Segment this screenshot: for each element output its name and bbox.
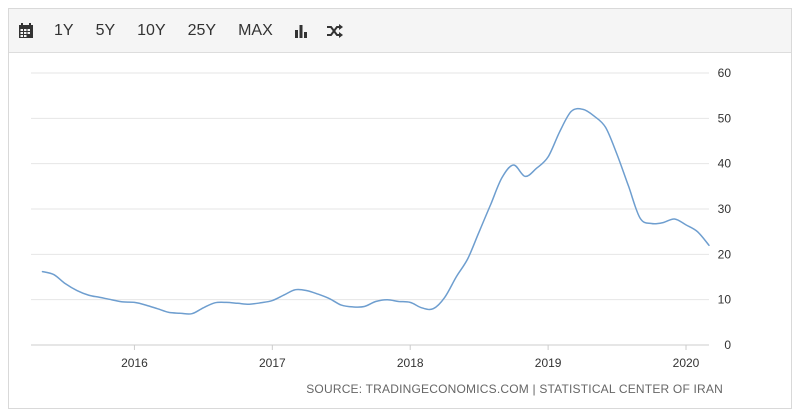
chart-widget: 1Y 5Y 10Y 25Y MAX 0 10 20 30 40 50 60 2016 2017 2…	[8, 8, 792, 409]
calendar-icon-button[interactable]	[9, 9, 43, 52]
y-tick-label: 40	[718, 157, 732, 171]
x-tick-label: 2020	[673, 356, 700, 370]
x-tick-label: 2017	[259, 356, 286, 370]
range-10y-button[interactable]: 10Y	[137, 21, 166, 39]
y-tick-label: 50	[718, 111, 732, 125]
range-25y-button[interactable]: 25Y	[187, 21, 217, 39]
bar-chart-button[interactable]	[284, 9, 318, 52]
x-tick-label: 2018	[397, 356, 424, 370]
shuffle-icon	[326, 23, 343, 38]
range-5y-button[interactable]: 5Y	[95, 21, 116, 39]
y-tick-label: 20	[718, 247, 732, 261]
compare-button[interactable]	[318, 9, 352, 52]
bar-chart-icon	[294, 24, 307, 38]
source-attribution: SOURCE: TRADINGECONOMICS.COM | STATISTIC…	[306, 382, 723, 396]
y-tick-label: 10	[718, 293, 732, 307]
range-1y-button[interactable]: 1Y	[54, 21, 74, 39]
chart-toolbar: 1Y 5Y 10Y 25Y MAX	[9, 9, 791, 53]
series-line	[41, 107, 710, 315]
y-tick-label: 30	[718, 202, 732, 216]
x-tick-label: 2016	[121, 356, 148, 370]
range-max-button[interactable]: MAX	[238, 21, 273, 39]
y-tick-label: 0	[724, 338, 731, 352]
y-tick-label: 60	[718, 66, 732, 80]
calendar-icon	[19, 22, 33, 38]
x-tick-label: 2019	[535, 356, 562, 370]
line-chart: 0 10 20 30 40 50 60 2016 2017 2018 2019 2020	[31, 66, 732, 370]
